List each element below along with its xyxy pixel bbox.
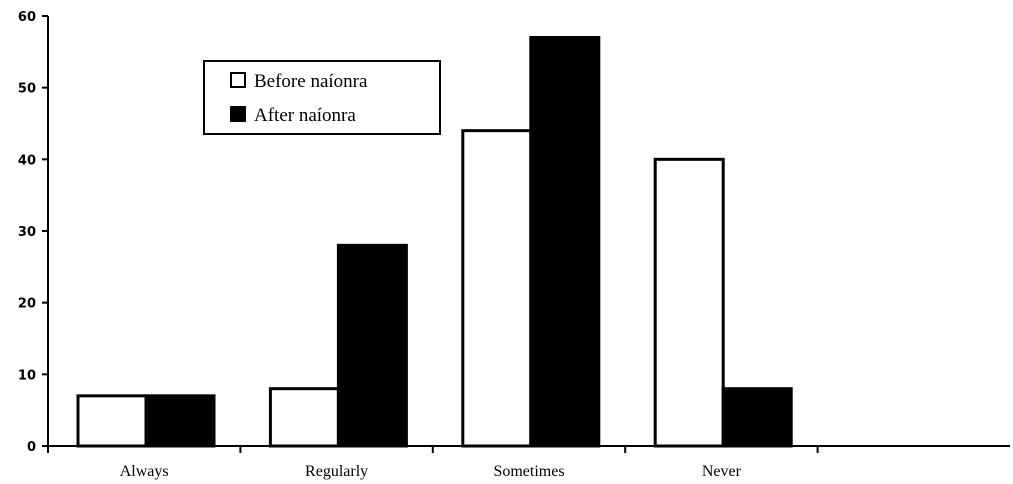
y-tick-label: 20 bbox=[18, 297, 36, 312]
x-tick-label: Regularly bbox=[305, 463, 368, 480]
bar-before-always bbox=[76, 394, 148, 448]
bar-before-never bbox=[653, 157, 725, 448]
y-tick-label: 60 bbox=[18, 10, 36, 25]
legend: Before naíonra After naíonra bbox=[203, 60, 441, 135]
x-tick-label: Always bbox=[120, 463, 169, 480]
y-tick-label: 50 bbox=[18, 82, 36, 97]
legend-label-before: Before naíonra bbox=[254, 71, 368, 92]
bar-after-sometimes bbox=[529, 36, 601, 448]
legend-swatch-after bbox=[230, 106, 246, 122]
bar-before-regularly bbox=[268, 387, 340, 448]
legend-swatch-before bbox=[230, 72, 246, 88]
bar-after-never bbox=[721, 387, 793, 448]
y-tick-label: 10 bbox=[18, 368, 36, 383]
x-tick-label: Sometimes bbox=[493, 463, 564, 480]
y-tick-label: 30 bbox=[18, 225, 36, 240]
bar-after-always bbox=[144, 394, 216, 448]
x-axis: Always Regularly Sometimes Never bbox=[47, 445, 1010, 480]
bar-before-sometimes bbox=[461, 129, 533, 448]
y-tick-label: 40 bbox=[18, 153, 36, 168]
y-tick-label: 0 bbox=[27, 440, 36, 455]
legend-label-after: After naíonra bbox=[254, 105, 356, 126]
x-tick-label: Never bbox=[702, 463, 742, 480]
y-axis: 0 10 20 30 40 50 60 bbox=[18, 10, 49, 455]
bar-after-regularly bbox=[336, 243, 408, 448]
bars bbox=[76, 36, 793, 448]
